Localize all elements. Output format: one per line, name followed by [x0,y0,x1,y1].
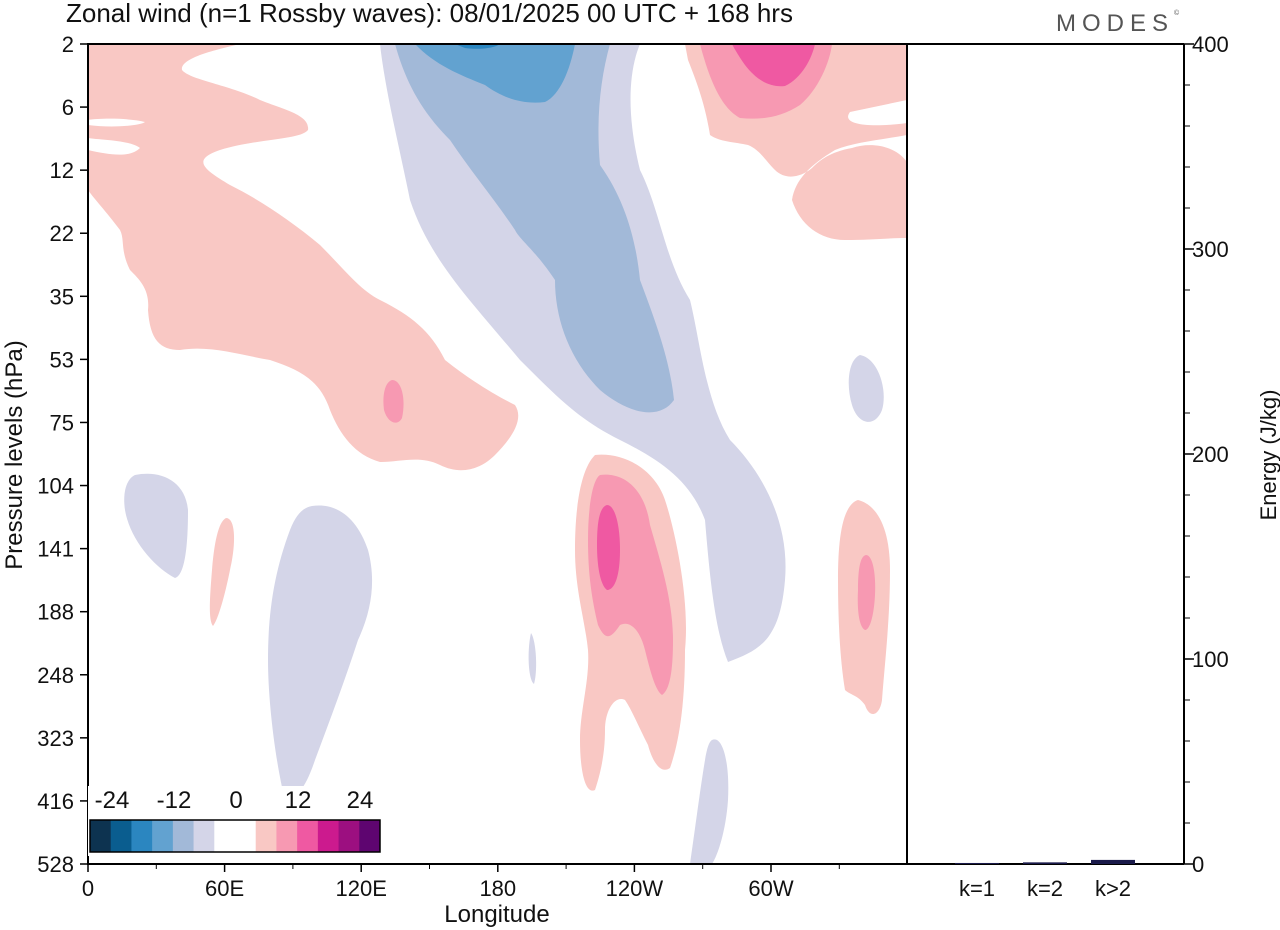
colorbar-label: -24 [95,787,130,814]
contour-field [88,44,907,864]
energy-axis-label: Energy (J/kg) [1256,390,1280,521]
pos-contour-central-peak [597,505,620,590]
colorbar-frame [89,819,381,853]
y-tick-label: 248 [37,663,74,688]
colorbar-label: 24 [347,787,374,814]
colorbar-swatch [317,820,340,852]
energy-bar [955,862,999,864]
y-tick-label: 323 [37,726,74,751]
brand-logo: MODES© [1056,10,1180,37]
energy-bar [1091,859,1135,864]
y-tick-label: 416 [37,789,74,814]
x-tick-label: 60W [748,876,793,901]
neg-contour-upper-core [395,44,674,413]
y-tick-label: 104 [37,474,74,499]
y-tick-label: 12 [50,158,74,183]
energy-category-label: k=2 [1027,876,1063,901]
y-tick-label: 141 [37,537,74,562]
energy-category-label: k>2 [1095,876,1131,901]
neg-contour-central-plume [268,505,373,800]
colorbar-swatch [359,820,381,852]
pos-contour-east-core [857,555,876,630]
colorbar-swatch [338,820,360,852]
pos-contour-west-band [88,44,519,471]
energy-tick-label: 100 [1192,647,1229,672]
colorbar-swatch [193,820,215,852]
chart-title: Zonal wind (n=1 Rossby waves): 08/01/202… [66,0,793,28]
y-axis-label: Pressure levels (hPa) [1,340,28,569]
energy-tick-label: 300 [1192,237,1229,262]
colorbar-swatch [110,820,132,852]
x-tick-label: 0 [82,876,94,901]
neg-contour-upper-max [455,44,500,49]
x-tick-label: 120W [606,876,664,901]
y-tick-label: 35 [50,284,74,309]
y-tick-label: 188 [37,600,74,625]
x-tick-label: 120E [336,876,387,901]
energy-tick-label: 400 [1192,32,1229,57]
colorbar-swatch [255,820,277,852]
energy-bar [1023,862,1067,864]
y-tick-label: 6 [62,95,74,120]
energy-panel: 0 100 200 300 400 k=1 k=2 k>2 [907,32,1229,901]
colorbar-label: 12 [285,787,312,814]
y-tick-label: 2 [62,32,74,57]
y-tick-label: 53 [50,347,74,372]
colorbar-swatch [90,820,112,852]
main-axes: 0 60E 120E 180 120W 60W 2 6 12 22 35 53 75 104 141 188 2… [37,32,908,901]
x-axis-label: Longitude [444,901,549,928]
neg-contour-west-small [124,473,188,578]
neg-contour-upper-peak [415,44,575,103]
energy-tick-label: 0 [1192,852,1204,877]
colorbar-label: -12 [157,787,192,814]
energy-tick-label: 200 [1192,442,1229,467]
pos-contour-west-thin [209,518,235,626]
colorbar: -24 -12 0 12 24 [88,786,382,856]
colorbar-swatch [214,820,236,852]
pos-contour-upper-east-peak [732,44,815,87]
colorbar-swatch [131,820,153,852]
x-tick-label: 60E [205,876,244,901]
y-tick-label: 528 [37,852,74,877]
colorbar-swatch [172,820,195,852]
colorbar-swatch [152,820,174,852]
y-tick-label: 75 [50,410,74,435]
energy-category-label: k=1 [959,876,995,901]
neg-contour-dateline-small [848,355,884,422]
colorbar-swatch [235,820,257,852]
pos-contour-west-core [383,380,404,423]
neg-contour-lower-east [690,739,729,864]
x-tick-label: 180 [479,876,516,901]
colorbar-label: 0 [229,787,242,814]
y-tick-label: 22 [50,221,74,246]
colorbar-swatch [276,820,298,852]
colorbar-swatch [297,820,319,852]
neg-contour-sliver [528,633,537,684]
